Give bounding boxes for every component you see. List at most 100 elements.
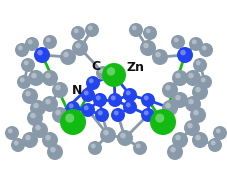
Circle shape: [28, 40, 32, 44]
Circle shape: [21, 58, 35, 72]
Circle shape: [140, 108, 154, 122]
Circle shape: [108, 93, 121, 107]
Circle shape: [72, 40, 88, 56]
Circle shape: [66, 101, 80, 115]
Circle shape: [34, 47, 50, 63]
Circle shape: [45, 99, 51, 104]
Circle shape: [71, 26, 85, 40]
Circle shape: [85, 23, 99, 37]
Circle shape: [52, 107, 68, 123]
Circle shape: [45, 73, 51, 78]
Circle shape: [186, 123, 192, 128]
Circle shape: [15, 43, 29, 57]
Circle shape: [25, 91, 31, 96]
Circle shape: [81, 103, 95, 117]
Circle shape: [171, 70, 187, 86]
Circle shape: [47, 144, 63, 160]
Circle shape: [8, 129, 13, 133]
Circle shape: [174, 73, 180, 78]
Circle shape: [161, 82, 177, 98]
Circle shape: [143, 95, 148, 100]
Circle shape: [212, 126, 226, 140]
Circle shape: [20, 77, 25, 82]
Circle shape: [5, 126, 19, 140]
Circle shape: [174, 135, 180, 140]
Circle shape: [60, 109, 86, 135]
Circle shape: [87, 26, 92, 30]
Circle shape: [170, 35, 184, 49]
Circle shape: [22, 132, 38, 148]
Circle shape: [52, 82, 68, 98]
Circle shape: [192, 58, 206, 72]
Circle shape: [171, 132, 187, 148]
Circle shape: [155, 52, 160, 57]
Circle shape: [101, 63, 126, 87]
Circle shape: [151, 49, 167, 65]
Circle shape: [84, 105, 88, 110]
Circle shape: [55, 85, 61, 90]
Circle shape: [69, 103, 73, 108]
Circle shape: [215, 129, 220, 133]
Circle shape: [198, 43, 212, 57]
Circle shape: [128, 23, 142, 37]
Circle shape: [192, 110, 198, 115]
Circle shape: [86, 76, 100, 90]
Circle shape: [25, 37, 39, 51]
Circle shape: [174, 95, 180, 100]
Circle shape: [14, 140, 19, 145]
Circle shape: [30, 100, 46, 116]
Circle shape: [166, 144, 182, 160]
Circle shape: [35, 125, 41, 130]
Circle shape: [173, 37, 178, 42]
Circle shape: [22, 88, 38, 104]
Circle shape: [88, 141, 101, 155]
Circle shape: [183, 120, 199, 136]
Circle shape: [42, 70, 58, 86]
Circle shape: [81, 88, 95, 102]
Circle shape: [125, 102, 130, 107]
Circle shape: [95, 108, 109, 122]
Text: Zn: Zn: [126, 61, 144, 74]
Circle shape: [176, 47, 192, 63]
Circle shape: [187, 73, 193, 78]
Circle shape: [184, 70, 200, 86]
Circle shape: [55, 110, 61, 115]
Circle shape: [74, 29, 78, 33]
Circle shape: [11, 138, 25, 152]
Circle shape: [171, 92, 187, 108]
Circle shape: [100, 127, 116, 143]
Circle shape: [179, 50, 185, 55]
Circle shape: [63, 52, 69, 57]
Circle shape: [42, 96, 58, 112]
Text: C: C: [91, 60, 100, 74]
Circle shape: [93, 93, 106, 107]
Circle shape: [103, 130, 108, 135]
Circle shape: [42, 132, 58, 148]
Circle shape: [135, 143, 140, 148]
Circle shape: [37, 50, 43, 55]
Circle shape: [90, 143, 95, 148]
Circle shape: [143, 43, 148, 48]
Circle shape: [95, 95, 100, 100]
Circle shape: [132, 141, 146, 155]
Circle shape: [184, 96, 200, 112]
Circle shape: [131, 26, 136, 30]
Circle shape: [24, 60, 29, 65]
Circle shape: [97, 110, 102, 115]
Circle shape: [32, 122, 48, 138]
Circle shape: [195, 60, 200, 65]
Circle shape: [194, 87, 200, 92]
Circle shape: [96, 66, 109, 80]
Circle shape: [50, 147, 56, 152]
Circle shape: [140, 93, 154, 107]
Circle shape: [113, 110, 118, 115]
Circle shape: [106, 67, 115, 76]
Circle shape: [17, 75, 31, 89]
Circle shape: [165, 85, 170, 90]
Circle shape: [122, 88, 136, 102]
Circle shape: [75, 43, 80, 48]
Circle shape: [207, 138, 221, 152]
Circle shape: [116, 130, 132, 146]
Circle shape: [169, 147, 175, 152]
Circle shape: [110, 95, 115, 100]
